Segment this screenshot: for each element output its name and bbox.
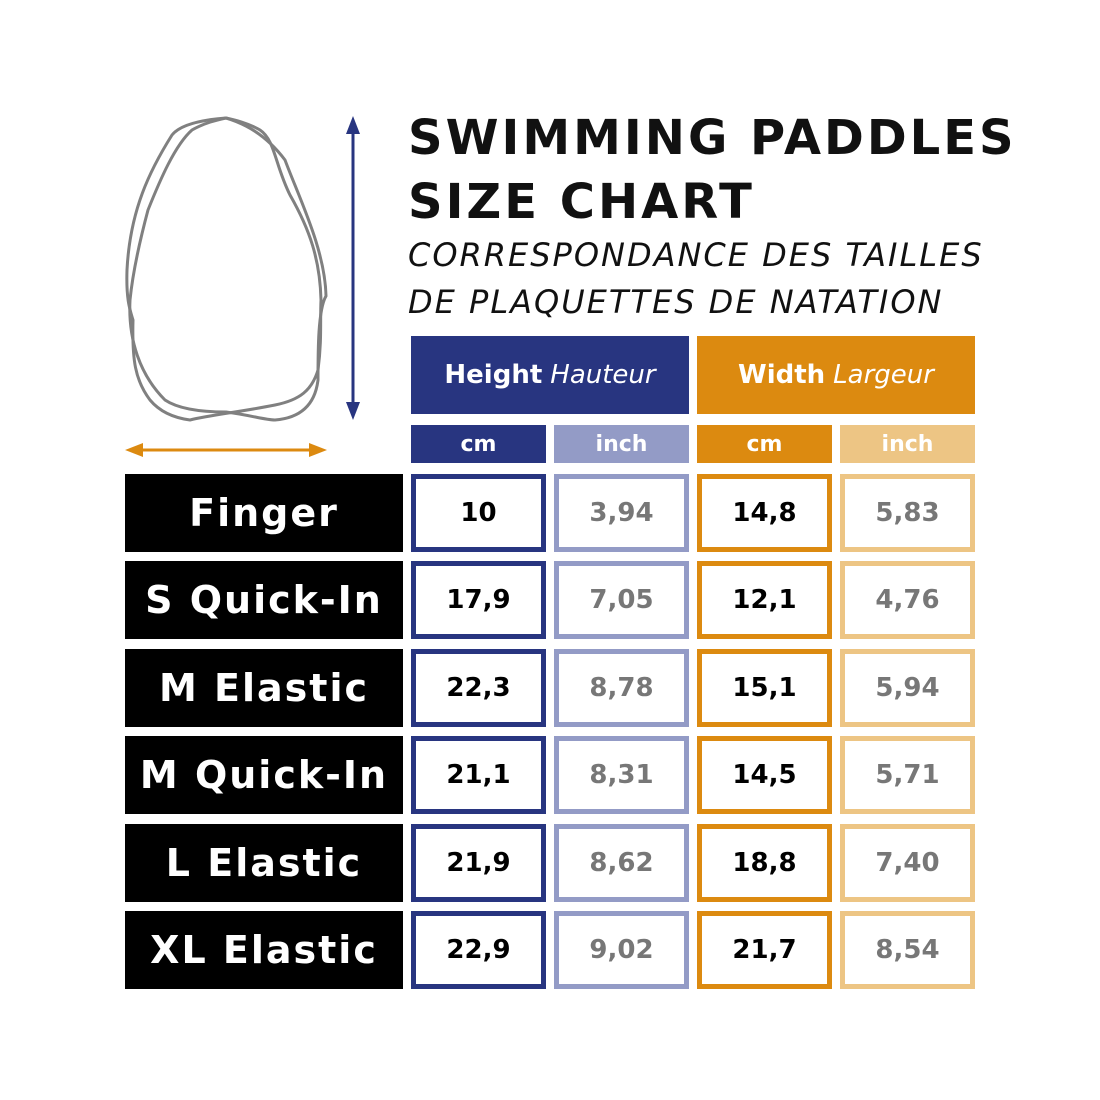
table-cell: 15,1	[697, 649, 832, 727]
table-cell: 3,94	[554, 474, 689, 552]
row-label: S Quick-In	[125, 561, 403, 639]
row-label: XL Elastic	[125, 911, 403, 989]
table-cell: 10	[411, 474, 546, 552]
subtitle-line-1: CORRESPONDANCE DES TAILLES	[408, 236, 984, 274]
title-line-1: SWIMMING PADDLES	[408, 110, 1017, 166]
table-cell: 21,1	[411, 736, 546, 814]
table-cell: 18,8	[697, 824, 832, 902]
height-header: Height Hauteur	[411, 336, 689, 414]
table-cell: 14,8	[697, 474, 832, 552]
unit-header-height-inch: inch	[554, 425, 689, 463]
table-cell: 8,62	[554, 824, 689, 902]
title-line-2: SIZE CHART	[408, 174, 755, 230]
table-cell: 22,3	[411, 649, 546, 727]
table-cell: 5,94	[840, 649, 975, 727]
row-label: M Elastic	[125, 649, 403, 727]
unit-header-width-cm: cm	[697, 425, 832, 463]
chart-subtitle: CORRESPONDANCE DES TAILLES DE PLAQUETTES…	[408, 232, 984, 326]
paddle-diagram	[125, 116, 360, 457]
table-cell: 21,7	[697, 911, 832, 989]
table-cell: 14,5	[697, 736, 832, 814]
vertical-arrow-icon	[346, 116, 360, 420]
table-cell: 8,54	[840, 911, 975, 989]
width-header: Width Largeur	[697, 336, 975, 414]
table-cell: 8,31	[554, 736, 689, 814]
table-cell: 7,05	[554, 561, 689, 639]
horizontal-arrow-icon	[125, 443, 327, 457]
height-header-fr: Hauteur	[550, 360, 656, 390]
table-cell: 17,9	[411, 561, 546, 639]
unit-header-height-cm: cm	[411, 425, 546, 463]
row-label: Finger	[125, 474, 403, 552]
table-cell: 5,83	[840, 474, 975, 552]
subtitle-line-2: DE PLAQUETTES DE NATATION	[408, 283, 944, 321]
table-cell: 8,78	[554, 649, 689, 727]
table-cell: 22,9	[411, 911, 546, 989]
row-label: L Elastic	[125, 824, 403, 902]
table-cell: 5,71	[840, 736, 975, 814]
table-cell: 12,1	[697, 561, 832, 639]
row-label: M Quick-In	[125, 736, 403, 814]
unit-header-width-inch: inch	[840, 425, 975, 463]
table-cell: 9,02	[554, 911, 689, 989]
width-header-fr: Largeur	[833, 360, 934, 390]
table-cell: 21,9	[411, 824, 546, 902]
table-cell: 4,76	[840, 561, 975, 639]
width-header-en: Width	[738, 360, 826, 390]
height-header-en: Height	[444, 360, 543, 390]
table-cell: 7,40	[840, 824, 975, 902]
chart-title: SWIMMING PADDLES SIZE CHART	[408, 106, 1017, 234]
paddle-outline-icon	[125, 116, 328, 422]
